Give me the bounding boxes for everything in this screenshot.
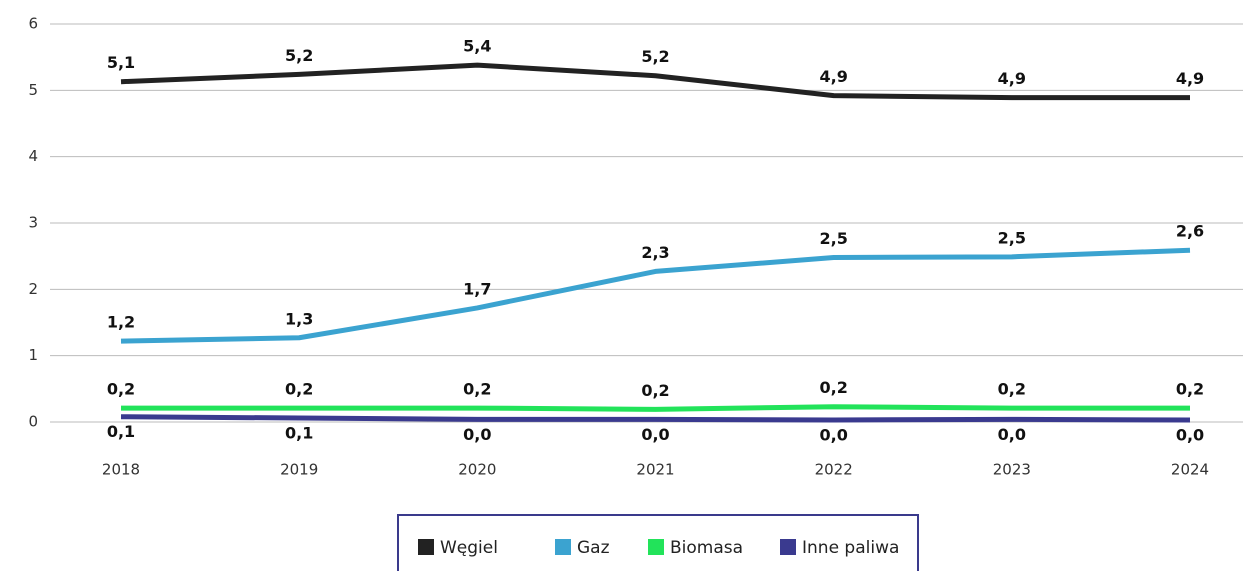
line [121, 404, 1190, 412]
x-tick-label: 2023 [993, 461, 1031, 479]
value-label: 0,0 [1176, 426, 1204, 445]
legend-swatch [780, 539, 796, 555]
value-label: 0,2 [1176, 380, 1204, 399]
legend-swatch [648, 539, 664, 555]
value-label: 0,2 [285, 380, 313, 399]
legend-label: Gaz [577, 538, 610, 558]
value-label: 1,7 [463, 279, 491, 298]
value-label: 4,9 [819, 67, 847, 86]
line [120, 247, 1191, 344]
value-label: 5,4 [463, 37, 491, 56]
value-label: 0,0 [998, 425, 1026, 444]
legend-swatch [418, 539, 434, 555]
value-label: 0,0 [819, 426, 847, 445]
value-label: 0,0 [463, 425, 491, 444]
y-tick-label: 2 [28, 280, 38, 298]
value-label: 0,1 [107, 422, 135, 441]
value-label: 1,3 [285, 309, 313, 328]
y-tick-label: 4 [28, 147, 38, 165]
legend-label: Węgiel [440, 538, 498, 558]
line [120, 62, 1190, 101]
value-label: 2,5 [998, 228, 1026, 247]
value-label: 2,3 [641, 243, 669, 262]
x-tick-label: 2018 [102, 461, 140, 479]
value-label: 0,0 [641, 425, 669, 444]
value-label: 0,2 [998, 380, 1026, 399]
value-label: 5,1 [107, 53, 135, 72]
value-label: 4,9 [998, 69, 1026, 88]
y-tick-label: 0 [28, 413, 38, 431]
value-label: 5,2 [285, 46, 313, 65]
value-label: 2,5 [819, 229, 847, 248]
x-tick-label: 2019 [280, 461, 318, 479]
x-tick-label: 2024 [1171, 461, 1209, 479]
y-tick-label: 5 [28, 81, 38, 99]
value-label: 1,2 [107, 313, 135, 332]
value-label: 5,2 [641, 47, 669, 66]
x-tick-label: 2022 [815, 461, 853, 479]
value-label: 0,2 [641, 381, 669, 400]
value-label: 4,9 [1176, 69, 1204, 88]
value-label: 0,2 [819, 378, 847, 397]
legend-label: Biomasa [670, 538, 743, 558]
value-label: 0,2 [107, 380, 135, 399]
legend-swatch [555, 539, 571, 555]
value-label: 0,1 [285, 424, 313, 443]
line [120, 414, 1191, 423]
y-tick-label: 1 [28, 346, 38, 364]
value-label: 2,6 [1176, 222, 1204, 241]
legend-label: Inne paliwa [802, 538, 899, 558]
value-label: 0,2 [463, 380, 491, 399]
y-tick-label: 6 [28, 15, 38, 33]
legend-box [397, 514, 919, 571]
x-tick-label: 2020 [458, 461, 496, 479]
x-tick-label: 2021 [636, 461, 674, 479]
y-tick-label: 3 [28, 214, 38, 232]
